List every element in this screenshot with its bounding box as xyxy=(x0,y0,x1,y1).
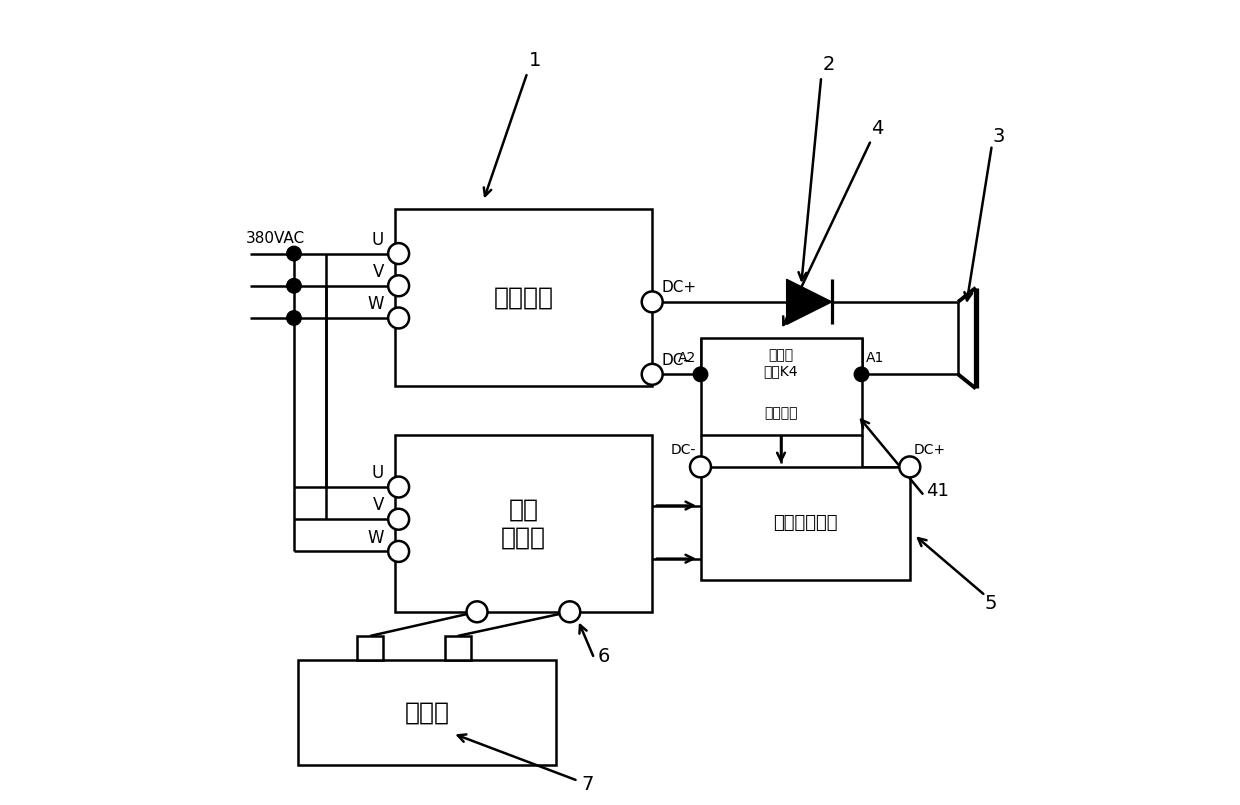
Circle shape xyxy=(466,601,487,622)
Text: U: U xyxy=(372,464,384,482)
Circle shape xyxy=(388,477,409,497)
Text: DC-: DC- xyxy=(671,444,697,457)
Text: 3: 3 xyxy=(992,127,1004,147)
FancyBboxPatch shape xyxy=(394,435,652,612)
FancyBboxPatch shape xyxy=(394,209,652,386)
Text: A1: A1 xyxy=(866,351,884,365)
Text: 2: 2 xyxy=(823,55,836,74)
Text: DC+: DC+ xyxy=(662,280,697,295)
Circle shape xyxy=(388,275,409,296)
Polygon shape xyxy=(786,279,832,324)
Text: 7: 7 xyxy=(582,775,594,795)
Text: 6: 6 xyxy=(598,646,610,666)
Text: A2: A2 xyxy=(678,351,697,365)
Circle shape xyxy=(388,541,409,562)
Circle shape xyxy=(388,509,409,530)
Circle shape xyxy=(388,243,409,264)
Circle shape xyxy=(854,367,869,382)
Text: V: V xyxy=(373,497,384,514)
Text: 1: 1 xyxy=(529,51,542,70)
FancyBboxPatch shape xyxy=(445,636,471,660)
Circle shape xyxy=(388,308,409,328)
Text: 接触器
线圈K4: 接触器 线圈K4 xyxy=(764,348,799,378)
Circle shape xyxy=(286,279,301,293)
Text: 380VAC: 380VAC xyxy=(246,230,305,246)
FancyBboxPatch shape xyxy=(298,660,556,765)
Text: 5: 5 xyxy=(985,594,997,613)
Circle shape xyxy=(899,456,920,477)
Text: 充电机控制器: 充电机控制器 xyxy=(773,514,837,532)
Text: V: V xyxy=(373,263,384,281)
Text: 蓄电池: 蓄电池 xyxy=(404,700,449,724)
Circle shape xyxy=(689,456,711,477)
Circle shape xyxy=(286,246,301,261)
Text: 车载
充电机: 车载 充电机 xyxy=(501,497,546,549)
Circle shape xyxy=(642,364,662,385)
FancyBboxPatch shape xyxy=(357,636,383,660)
Circle shape xyxy=(286,311,301,325)
Text: 反馈触点: 反馈触点 xyxy=(764,407,797,420)
Text: U: U xyxy=(372,231,384,249)
Text: 41: 41 xyxy=(926,482,949,500)
Text: 4: 4 xyxy=(872,119,884,138)
FancyBboxPatch shape xyxy=(701,467,910,580)
Circle shape xyxy=(693,367,708,382)
FancyBboxPatch shape xyxy=(701,338,862,435)
Circle shape xyxy=(642,291,662,312)
Text: W: W xyxy=(367,529,384,547)
Circle shape xyxy=(559,601,580,622)
Text: W: W xyxy=(367,295,384,313)
Text: 通用电源: 通用电源 xyxy=(494,286,553,310)
Text: DC-: DC- xyxy=(662,353,689,368)
Text: DC+: DC+ xyxy=(914,444,946,457)
